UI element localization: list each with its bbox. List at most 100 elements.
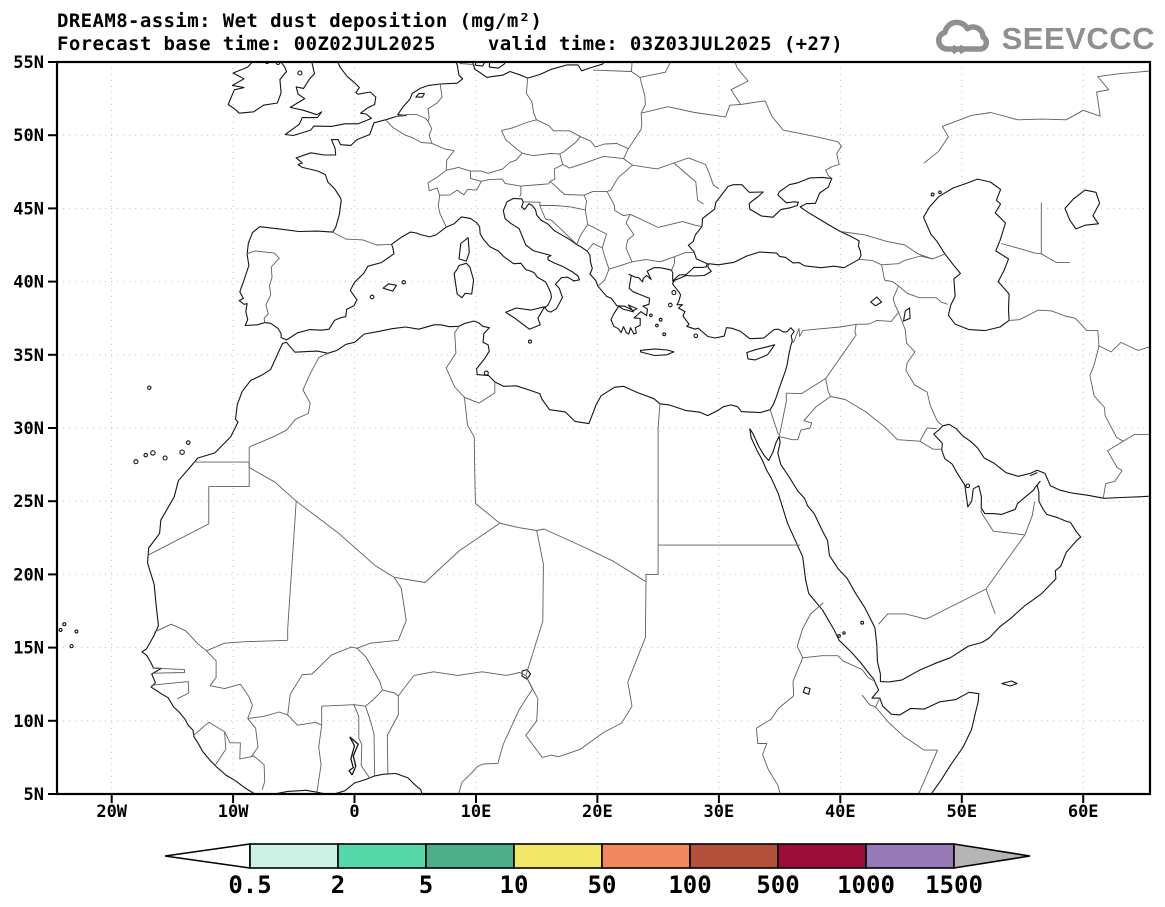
- small-island: [930, 192, 935, 197]
- colorbar-label: 0.5: [228, 871, 271, 899]
- small-island: [62, 622, 67, 627]
- island-or-lake: [1064, 189, 1101, 230]
- country-border: [756, 657, 804, 794]
- country-border: [519, 186, 522, 197]
- country-border: [593, 69, 641, 78]
- seevccc-logo: SEEVCCC: [933, 16, 1155, 62]
- country-border: [382, 689, 399, 774]
- country-border: [427, 169, 447, 196]
- country-border: [985, 534, 1026, 590]
- coastline: [1029, 472, 1038, 477]
- small-island: [147, 385, 152, 390]
- country-border: [549, 180, 585, 196]
- colorbar-label: 1500: [925, 871, 983, 899]
- country-border: [631, 256, 675, 263]
- country-border: [458, 675, 533, 794]
- country-border: [287, 646, 352, 715]
- country-border: [536, 528, 647, 583]
- lat-tick-label: 50N: [13, 126, 44, 146]
- country-border: [632, 157, 689, 170]
- country-border: [332, 231, 392, 246]
- country-border: [985, 588, 996, 615]
- country-border: [778, 396, 831, 441]
- country-border: [365, 706, 376, 776]
- country-border: [606, 191, 631, 217]
- lon-tick-label: 10E: [461, 802, 492, 822]
- country-border: [576, 209, 589, 245]
- colorbar-segment: [777, 843, 867, 869]
- country-border: [481, 178, 521, 187]
- colorbar-label: 1000: [837, 871, 895, 899]
- country-border: [501, 119, 537, 131]
- small-island: [133, 459, 139, 465]
- lat-tick-label: 25N: [13, 492, 44, 512]
- forecast-base-time: Forecast base time: 00Z02JUL2025: [57, 33, 436, 55]
- colorbar-segment: [513, 843, 603, 869]
- country-border: [673, 162, 704, 205]
- lon-tick-label: 0: [349, 802, 359, 822]
- small-island: [667, 302, 673, 308]
- country-border: [248, 462, 297, 502]
- island-or-lake: [382, 283, 397, 292]
- small-island: [297, 70, 303, 76]
- country-border: [539, 205, 586, 211]
- country-border: [856, 312, 899, 325]
- country-border: [875, 706, 938, 794]
- country-border: [246, 250, 280, 323]
- country-border: [549, 153, 564, 182]
- lat-tick-label: 15N: [13, 639, 44, 659]
- country-border: [587, 224, 607, 249]
- country-border: [859, 258, 882, 266]
- country-border: [431, 142, 455, 171]
- country-border: [154, 623, 207, 652]
- country-border: [580, 136, 629, 150]
- island-or-lake: [505, 306, 546, 330]
- country-border: [1123, 434, 1150, 442]
- colorbar-segment: [865, 843, 955, 869]
- lat-tick-label: 55N: [13, 53, 44, 73]
- country-border: [542, 581, 647, 758]
- country-border: [522, 151, 564, 157]
- country-border: [353, 704, 370, 778]
- small-island: [401, 280, 406, 285]
- island-or-lake: [746, 344, 776, 361]
- country-border: [214, 731, 227, 766]
- small-island: [483, 370, 489, 376]
- island-or-lake: [902, 307, 911, 322]
- small-island: [58, 628, 63, 632]
- colorbar: 0.5 2 5 10 50 100 500 1000 1500: [164, 843, 1031, 899]
- country-border: [861, 694, 881, 708]
- small-island: [965, 483, 971, 489]
- lon-tick-label: 60E: [1068, 802, 1099, 822]
- country-border: [1001, 243, 1042, 255]
- country-border: [688, 157, 720, 189]
- small-island: [74, 629, 79, 634]
- country-border: [287, 501, 297, 641]
- small-island: [527, 339, 533, 344]
- country-border: [597, 269, 610, 287]
- lon-tick-label: 10W: [218, 802, 249, 822]
- country-border: [193, 721, 225, 736]
- small-island: [671, 290, 677, 296]
- country-border: [980, 507, 1025, 536]
- small-island: [162, 455, 168, 461]
- lon-tick-label: 40E: [825, 802, 856, 822]
- country-border: [463, 397, 500, 524]
- lat-tick-label: 30N: [13, 419, 44, 439]
- country-border: [583, 195, 587, 210]
- country-border: [247, 711, 322, 726]
- country-border: [1024, 501, 1036, 536]
- country-border: [437, 195, 447, 228]
- country-border: [525, 78, 537, 120]
- island-or-lake: [458, 237, 470, 262]
- country-border: [657, 403, 661, 546]
- map-layer: [57, 62, 1150, 794]
- colorbar-label: 5: [419, 871, 433, 899]
- valid-time: valid time: 03Z03JUL2025 (+27): [487, 33, 844, 55]
- island-or-lake: [922, 178, 1010, 332]
- colorbar-label: 2: [331, 871, 345, 899]
- country-border: [639, 62, 672, 78]
- country-border: [464, 381, 496, 404]
- island-or-lake: [870, 296, 883, 307]
- country-border: [645, 545, 659, 582]
